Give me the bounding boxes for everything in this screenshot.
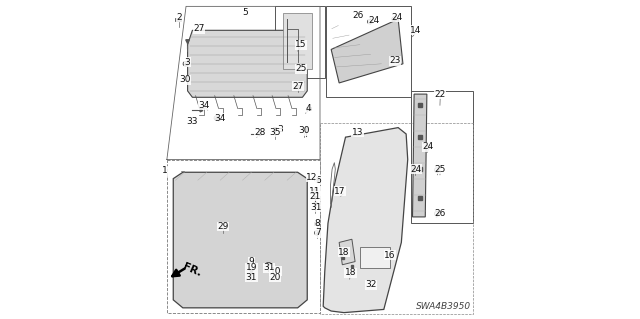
- Text: 1: 1: [163, 166, 168, 175]
- Bar: [306, 107, 311, 110]
- Text: 25: 25: [295, 64, 307, 73]
- Bar: [275, 6, 324, 78]
- Text: 27: 27: [292, 82, 303, 91]
- Polygon shape: [413, 94, 427, 217]
- Text: 23: 23: [389, 56, 401, 65]
- Text: 12: 12: [307, 173, 317, 182]
- Text: 7: 7: [316, 228, 321, 237]
- Text: 34: 34: [198, 101, 210, 110]
- Text: 32: 32: [365, 280, 377, 289]
- Bar: [411, 91, 473, 223]
- Text: 28: 28: [254, 128, 266, 137]
- Text: 26: 26: [435, 209, 446, 218]
- Text: 14: 14: [410, 26, 421, 35]
- Text: 27: 27: [193, 24, 204, 33]
- Text: 35: 35: [269, 128, 281, 137]
- Text: 10: 10: [269, 267, 281, 276]
- Text: 24: 24: [368, 16, 380, 25]
- Text: 22: 22: [435, 90, 445, 99]
- Text: 18: 18: [344, 268, 356, 277]
- Text: 9: 9: [248, 257, 254, 266]
- Text: 16: 16: [385, 251, 396, 260]
- Polygon shape: [188, 30, 307, 97]
- Text: 15: 15: [295, 40, 307, 49]
- Text: 26: 26: [353, 11, 364, 20]
- Bar: [326, 6, 411, 97]
- Text: 8: 8: [314, 219, 320, 228]
- Text: 31: 31: [263, 263, 275, 272]
- Text: 5: 5: [242, 8, 248, 17]
- Text: 18: 18: [338, 248, 349, 256]
- Text: 31: 31: [310, 203, 321, 212]
- Bar: [320, 123, 473, 314]
- Bar: [424, 145, 429, 148]
- Text: 24: 24: [410, 165, 421, 174]
- Bar: [314, 222, 319, 225]
- Bar: [167, 160, 320, 313]
- Bar: [175, 18, 180, 21]
- Text: 20: 20: [269, 273, 281, 282]
- Text: 17: 17: [334, 187, 346, 196]
- Polygon shape: [339, 239, 355, 265]
- Text: 34: 34: [214, 114, 225, 122]
- Polygon shape: [323, 128, 408, 313]
- Polygon shape: [331, 19, 403, 83]
- Polygon shape: [173, 172, 307, 308]
- Text: 6: 6: [316, 176, 321, 185]
- Text: 24: 24: [423, 142, 434, 151]
- Text: 30: 30: [298, 126, 310, 135]
- Text: 13: 13: [352, 128, 364, 137]
- Bar: [360, 247, 390, 268]
- Text: 31: 31: [246, 273, 257, 282]
- Text: 21: 21: [309, 192, 320, 201]
- Text: 30: 30: [179, 75, 191, 84]
- Text: 29: 29: [217, 222, 228, 231]
- Bar: [295, 85, 300, 88]
- Text: SWA4B3950: SWA4B3950: [417, 302, 472, 311]
- Text: 3: 3: [185, 58, 191, 67]
- Text: 11: 11: [309, 187, 321, 196]
- Text: 3: 3: [277, 125, 283, 134]
- Text: 25: 25: [435, 165, 446, 174]
- Text: 19: 19: [246, 263, 257, 272]
- Text: 33: 33: [187, 117, 198, 126]
- Polygon shape: [284, 13, 312, 69]
- Text: 4: 4: [306, 104, 312, 113]
- Text: 2: 2: [176, 13, 182, 22]
- Text: 24: 24: [391, 13, 402, 22]
- Text: FR.: FR.: [181, 261, 203, 278]
